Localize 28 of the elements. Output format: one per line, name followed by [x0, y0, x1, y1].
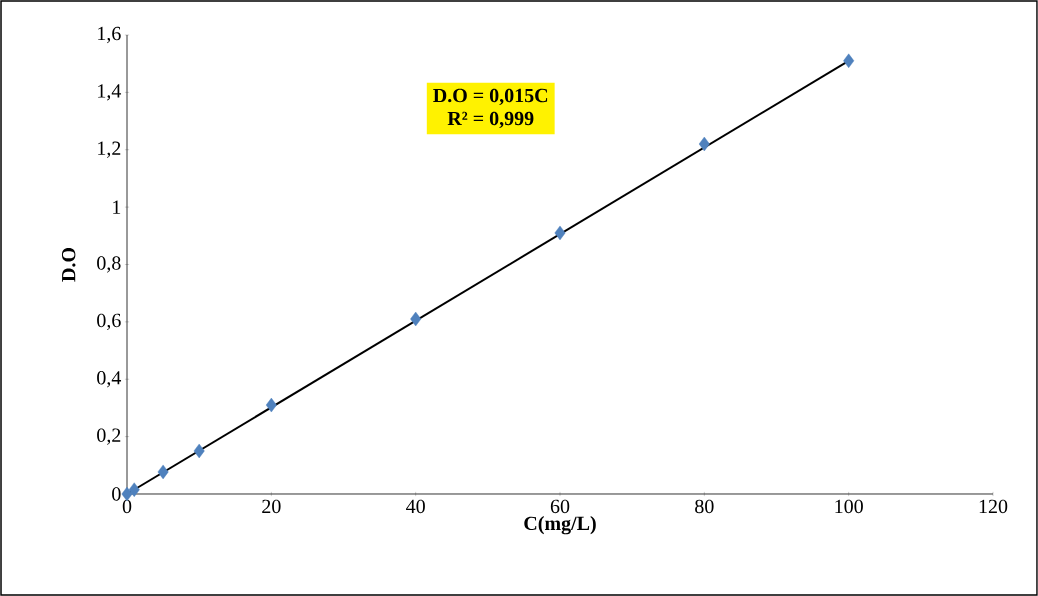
y-axis-title: D.O: [61, 247, 76, 282]
y-tick-label: 1,4: [98, 84, 122, 101]
x-tick-label: 20: [262, 499, 281, 514]
x-tick-label: 80: [695, 499, 714, 514]
x-tick-label: 120: [979, 499, 1008, 514]
x-tick-label: 40: [406, 499, 425, 514]
y-tick-label: 0,4: [97, 371, 122, 388]
y-tick-label: 1,6: [98, 26, 121, 44]
x-axis-title: C(mg/L): [524, 516, 596, 535]
x-tick-label: 60: [550, 499, 570, 514]
annotation: R² = 0,999: [447, 111, 534, 129]
y-tick-label: 0: [112, 487, 121, 501]
annotation: D.O = 0,015C: [433, 88, 548, 106]
y-tick-label: 1: [113, 200, 121, 214]
point: [554, 225, 566, 241]
point: [193, 443, 205, 459]
y-tick-label: 0,2: [97, 428, 121, 445]
x-tick-label: 100: [835, 499, 863, 514]
point: [843, 53, 855, 69]
y-tick-label: 0,8: [97, 256, 121, 273]
point: [410, 311, 422, 327]
point: [128, 482, 140, 497]
point: [265, 397, 277, 413]
point: [698, 136, 710, 152]
x-tick-label: 0: [122, 499, 132, 514]
point: [157, 464, 169, 480]
y-tick-label: 1,2: [98, 141, 121, 158]
y-tick-label: 0,6: [97, 313, 121, 331]
